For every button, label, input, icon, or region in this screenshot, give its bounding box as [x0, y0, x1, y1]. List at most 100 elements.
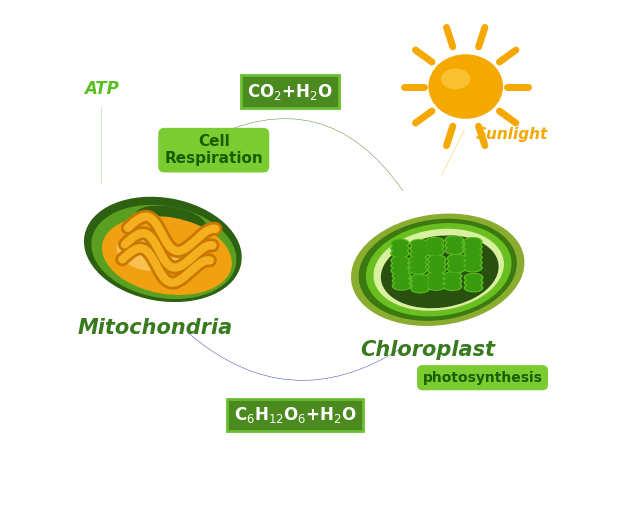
Ellipse shape [393, 263, 408, 269]
FancyArrowPatch shape [441, 130, 464, 176]
Ellipse shape [391, 249, 409, 258]
Ellipse shape [464, 264, 482, 272]
Ellipse shape [464, 259, 482, 267]
Ellipse shape [447, 242, 462, 248]
Ellipse shape [412, 246, 427, 252]
Ellipse shape [448, 265, 466, 273]
Ellipse shape [394, 283, 409, 289]
Ellipse shape [441, 69, 470, 89]
Ellipse shape [391, 257, 409, 265]
Ellipse shape [445, 246, 463, 254]
Ellipse shape [393, 272, 411, 280]
Ellipse shape [393, 245, 408, 251]
Ellipse shape [393, 277, 411, 285]
Ellipse shape [409, 266, 427, 274]
Ellipse shape [427, 277, 445, 285]
Ellipse shape [413, 280, 428, 287]
Ellipse shape [393, 240, 408, 246]
Ellipse shape [411, 279, 429, 288]
Ellipse shape [410, 250, 428, 258]
Ellipse shape [409, 256, 427, 264]
Ellipse shape [448, 260, 466, 268]
Ellipse shape [443, 282, 461, 290]
Ellipse shape [447, 247, 462, 253]
Ellipse shape [465, 239, 481, 245]
Text: Mitochondria: Mitochondria [78, 318, 233, 338]
Ellipse shape [413, 286, 428, 292]
Ellipse shape [413, 275, 428, 281]
Ellipse shape [464, 284, 483, 292]
Ellipse shape [393, 282, 411, 290]
Ellipse shape [464, 248, 482, 256]
Ellipse shape [427, 272, 445, 280]
Ellipse shape [410, 257, 426, 263]
Ellipse shape [103, 217, 231, 294]
Ellipse shape [429, 262, 444, 268]
Text: CO$_2$+H$_2$O: CO$_2$+H$_2$O [247, 81, 333, 102]
Ellipse shape [464, 243, 482, 251]
Ellipse shape [465, 254, 480, 261]
Ellipse shape [391, 262, 409, 270]
Ellipse shape [412, 241, 427, 247]
Ellipse shape [410, 245, 428, 253]
Ellipse shape [410, 240, 428, 248]
Ellipse shape [449, 266, 464, 272]
Ellipse shape [391, 239, 409, 247]
Ellipse shape [466, 279, 481, 286]
Ellipse shape [428, 273, 443, 279]
Ellipse shape [429, 267, 444, 273]
Ellipse shape [428, 261, 446, 269]
Ellipse shape [411, 274, 429, 282]
Ellipse shape [411, 285, 429, 293]
Ellipse shape [445, 273, 460, 279]
Ellipse shape [428, 283, 443, 289]
Ellipse shape [374, 230, 503, 310]
Text: Chloroplast: Chloroplast [360, 340, 495, 360]
Ellipse shape [382, 236, 498, 307]
Ellipse shape [409, 261, 427, 269]
Ellipse shape [426, 238, 444, 246]
Ellipse shape [394, 278, 409, 284]
Ellipse shape [352, 214, 524, 325]
Ellipse shape [428, 266, 446, 274]
Ellipse shape [412, 251, 427, 257]
Ellipse shape [464, 238, 482, 246]
Ellipse shape [429, 55, 502, 118]
Text: Cell
Respiration: Cell Respiration [165, 134, 263, 166]
Text: ATP: ATP [85, 80, 119, 98]
Ellipse shape [429, 257, 444, 263]
Ellipse shape [427, 282, 445, 290]
Ellipse shape [449, 256, 464, 262]
Text: photosynthesis: photosynthesis [423, 371, 543, 385]
Ellipse shape [359, 219, 516, 320]
Ellipse shape [448, 254, 466, 263]
Ellipse shape [465, 260, 480, 266]
FancyArrowPatch shape [203, 119, 403, 191]
Ellipse shape [445, 236, 463, 244]
Ellipse shape [464, 273, 483, 281]
Ellipse shape [410, 262, 426, 268]
Ellipse shape [466, 285, 481, 291]
Ellipse shape [447, 237, 462, 243]
Ellipse shape [391, 267, 409, 275]
FancyArrowPatch shape [188, 333, 403, 381]
Ellipse shape [427, 249, 443, 255]
Ellipse shape [410, 267, 426, 273]
Ellipse shape [85, 197, 241, 301]
Ellipse shape [92, 206, 236, 298]
Ellipse shape [426, 243, 444, 251]
Ellipse shape [465, 244, 481, 250]
Ellipse shape [464, 278, 483, 287]
Ellipse shape [428, 278, 443, 284]
Ellipse shape [393, 258, 408, 264]
Ellipse shape [135, 206, 206, 237]
Ellipse shape [466, 274, 481, 280]
Ellipse shape [117, 234, 178, 270]
Ellipse shape [428, 256, 446, 264]
Ellipse shape [427, 239, 443, 245]
Ellipse shape [443, 272, 461, 280]
Ellipse shape [445, 283, 460, 289]
Ellipse shape [393, 250, 408, 257]
Ellipse shape [393, 268, 408, 274]
Ellipse shape [445, 278, 460, 284]
